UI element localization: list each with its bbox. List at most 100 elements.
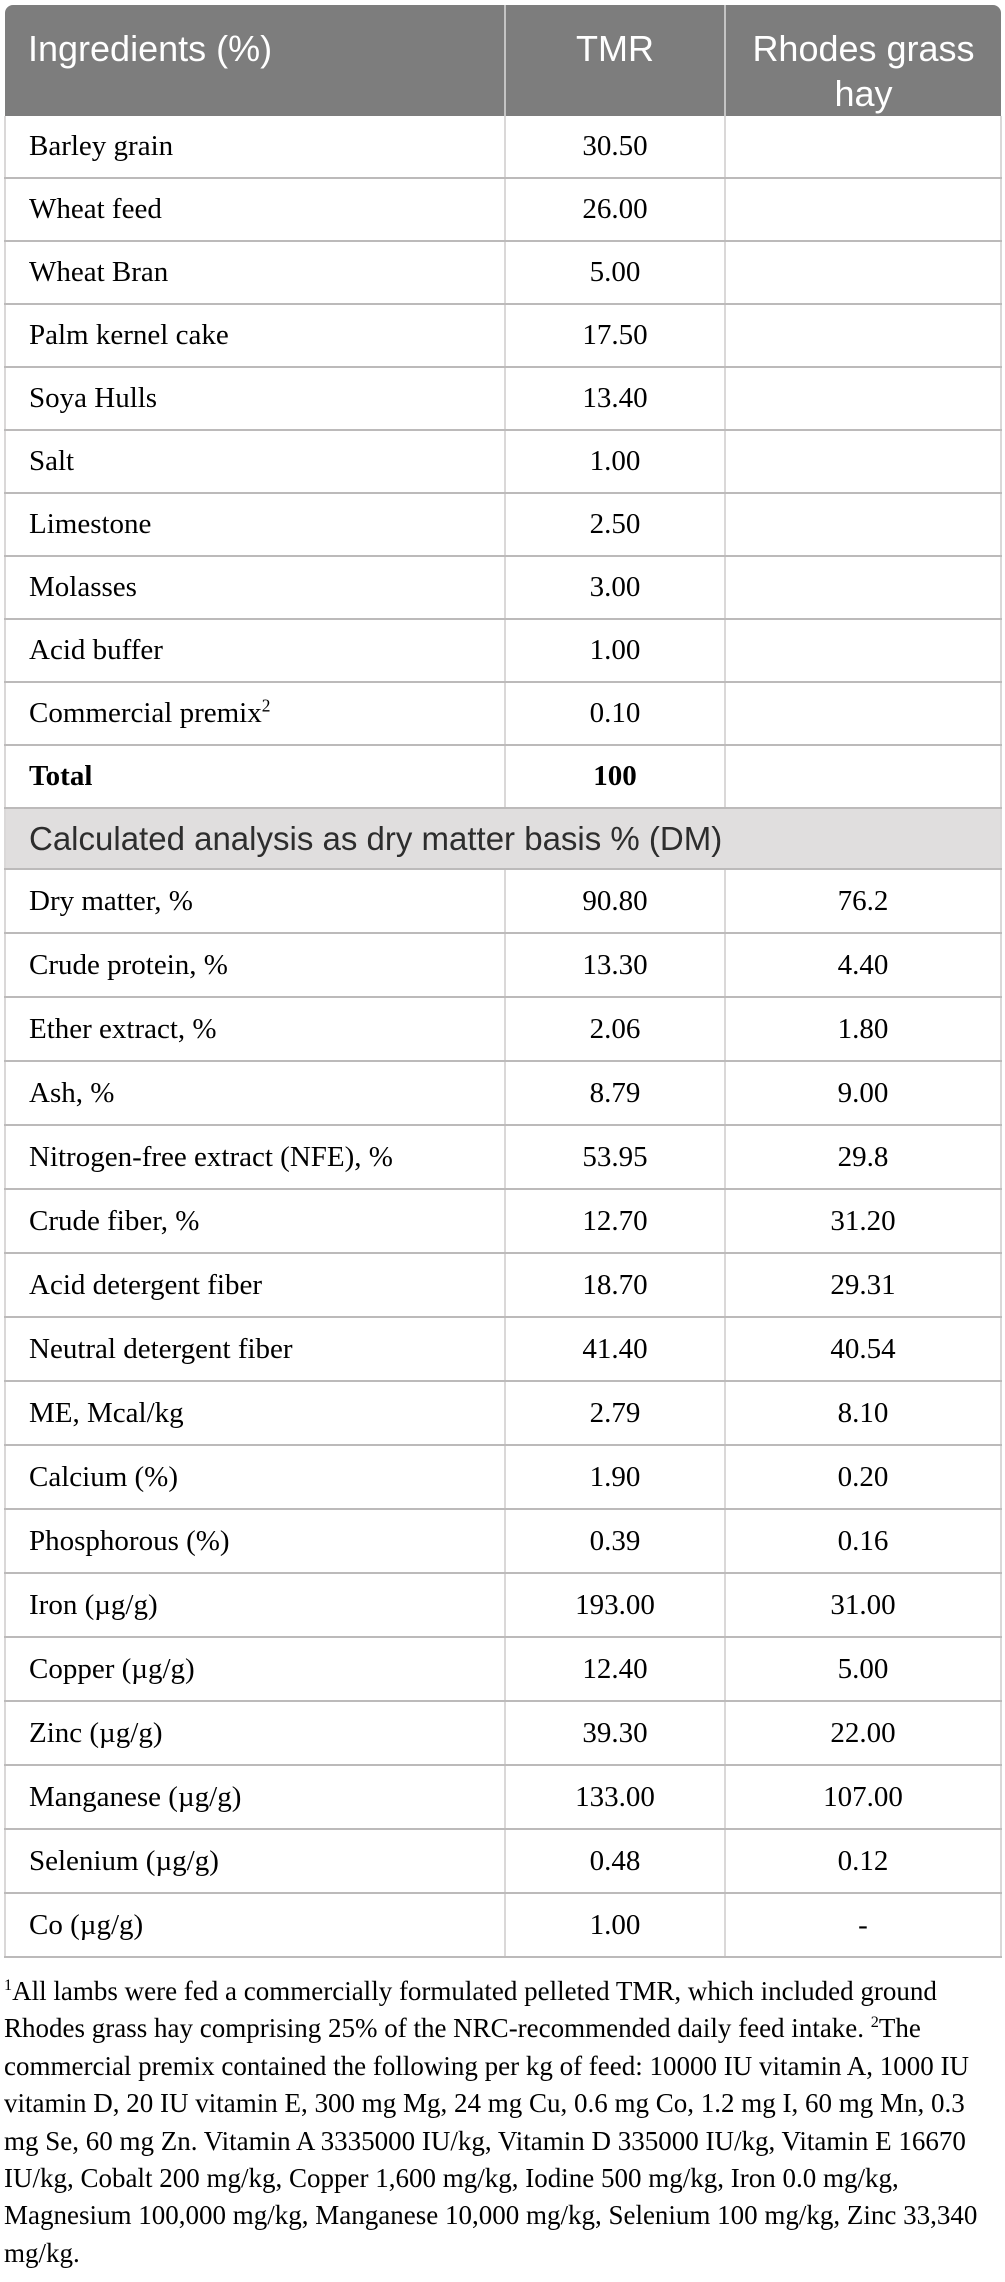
rhodes-grass-hay-value: 31.00	[724, 1573, 1002, 1638]
rhodes-grass-hay-value	[724, 493, 1002, 557]
row-label: Dry matter, %	[4, 869, 505, 934]
tmr-value: 13.30	[504, 933, 725, 998]
rhodes-grass-hay-value: 1.80	[724, 997, 1002, 1062]
rhodes-grass-hay-value: 29.8	[724, 1125, 1002, 1190]
table-row: Iron (µg/g) 193.00 31.00	[4, 1573, 1002, 1638]
table-row: Molasses 3.00	[4, 556, 1002, 620]
tmr-value: 5.00	[504, 241, 725, 305]
table-row: Manganese (µg/g) 133.00 107.00	[4, 1765, 1002, 1830]
header-ingredients: Ingredients (%)	[5, 5, 505, 116]
header-row: Ingredients (%) TMR Rhodes grass hay	[5, 5, 1001, 116]
row-label: Co (µg/g)	[4, 1893, 505, 1958]
rhodes-grass-hay-value: 31.20	[724, 1189, 1002, 1254]
row-label: Palm kernel cake	[4, 304, 505, 368]
analysis-rows: Dry matter, % 90.80 76.2 Crude protein, % 13…	[4, 869, 1002, 1958]
rhodes-grass-hay-value	[724, 430, 1002, 494]
tmr-value: 193.00	[504, 1573, 725, 1638]
section-title: Calculated analysis as dry matter basis …	[4, 808, 1002, 870]
row-label: Copper (µg/g)	[4, 1637, 505, 1702]
table-row: Co (µg/g) 1.00-	[4, 1893, 1002, 1958]
row-label: Limestone	[4, 493, 505, 557]
row-label: Manganese (µg/g)	[4, 1765, 505, 1830]
row-label: Commercial premix2	[4, 682, 505, 746]
footnote-superscript-1: 1	[4, 1976, 13, 1994]
rhodes-grass-hay-value: 9.00	[724, 1061, 1002, 1126]
section-row: Calculated analysis as dry matter basis …	[4, 808, 1002, 870]
row-label: Selenium (µg/g)	[4, 1829, 505, 1894]
tmr-value: 3.00	[504, 556, 725, 620]
table-row: Crude fiber, % 12.70 31.20	[4, 1189, 1002, 1254]
table-row: Commercial premix2 0.10	[4, 682, 1002, 746]
table-row: Ash, % 8.79 9.00	[4, 1061, 1002, 1126]
tmr-value: 8.79	[504, 1061, 725, 1126]
rhodes-grass-hay-value: 4.40	[724, 933, 1002, 998]
row-label: Phosphorous (%)	[4, 1509, 505, 1574]
tmr-value: 12.40	[504, 1637, 725, 1702]
row-label: ME, Mcal/kg	[4, 1381, 505, 1446]
table-row: Dry matter, % 90.80 76.2	[4, 869, 1002, 934]
tmr-value: 12.70	[504, 1189, 725, 1254]
table-row: Copper (µg/g) 12.40 5.00	[4, 1637, 1002, 1702]
rhodes-grass-hay-value	[724, 304, 1002, 368]
tmr-value: 41.40	[504, 1317, 725, 1382]
row-label: Neutral detergent fiber	[4, 1317, 505, 1382]
tmr-value: 90.80	[504, 869, 725, 934]
table-row: Nitrogen-free extract (NFE), % 53.95 29.8	[4, 1125, 1002, 1190]
rhodes-grass-hay-value: -	[724, 1893, 1002, 1958]
tmr-value: 0.10	[504, 682, 725, 746]
row-label: Soya Hulls	[4, 367, 505, 431]
row-label: Salt	[4, 430, 505, 494]
rhodes-grass-hay-value	[724, 745, 1002, 809]
row-label: Crude protein, %	[4, 933, 505, 998]
row-label: Ether extract, %	[4, 997, 505, 1062]
table-row: Ether extract, % 2.06 1.80	[4, 997, 1002, 1062]
table-row: Limestone 2.50	[4, 493, 1002, 557]
tmr-value: 17.50	[504, 304, 725, 368]
table-row: Salt 1.00	[4, 430, 1002, 494]
tmr-value: 2.06	[504, 997, 725, 1062]
row-label: Ash, %	[4, 1061, 505, 1126]
tmr-value: 18.70	[504, 1253, 725, 1318]
rhodes-grass-hay-value	[724, 619, 1002, 683]
row-label: Iron (µg/g)	[4, 1573, 505, 1638]
tmr-value: 13.40	[504, 367, 725, 431]
table-row: Total 100	[4, 745, 1002, 809]
row-label: Nitrogen-free extract (NFE), %	[4, 1125, 505, 1190]
section-band: Calculated analysis as dry matter basis …	[4, 808, 1002, 870]
tmr-value: 133.00	[504, 1765, 725, 1830]
row-label: Molasses	[4, 556, 505, 620]
row-label: Wheat feed	[4, 178, 505, 242]
tmr-value: 39.30	[504, 1701, 725, 1766]
table-row: Neutral detergent fiber 41.40 40.54	[4, 1317, 1002, 1382]
table-row: Wheat Bran 5.00	[4, 241, 1002, 305]
tmr-value: 1.00	[504, 430, 725, 494]
feed-composition-table: Ingredients (%) TMR Rhodes grass hay Bar…	[4, 5, 1002, 1958]
table-row: Selenium (µg/g) 0.48 0.12	[4, 1829, 1002, 1894]
tmr-value: 2.50	[504, 493, 725, 557]
row-label: Total	[4, 745, 505, 809]
table-footnote: 1All lambs were fed a commercially formu…	[4, 1973, 1004, 2272]
table-row: Barley grain 30.50	[4, 116, 1002, 179]
table-row: Calcium (%) 1.90 0.20	[4, 1445, 1002, 1510]
table-row: Acid detergent fiber 18.70 29.31	[4, 1253, 1002, 1318]
rhodes-grass-hay-value: 0.16	[724, 1509, 1002, 1574]
rhodes-grass-hay-value: 107.00	[724, 1765, 1002, 1830]
footnote-text-2: The commercial premix contained the foll…	[4, 2013, 978, 2268]
rhodes-grass-hay-value	[724, 367, 1002, 431]
row-label: Zinc (µg/g)	[4, 1701, 505, 1766]
row-label: Barley grain	[4, 116, 505, 179]
rhodes-grass-hay-value: 22.00	[724, 1701, 1002, 1766]
rhodes-grass-hay-value	[724, 556, 1002, 620]
tmr-value: 100	[504, 745, 725, 809]
rhodes-grass-hay-value: 76.2	[724, 869, 1002, 934]
row-label: Acid detergent fiber	[4, 1253, 505, 1318]
row-label: Wheat Bran	[4, 241, 505, 305]
table-row: Wheat feed 26.00	[4, 178, 1002, 242]
row-label: Crude fiber, %	[4, 1189, 505, 1254]
tmr-value: 2.79	[504, 1381, 725, 1446]
rhodes-grass-hay-value: 40.54	[724, 1317, 1002, 1382]
rhodes-grass-hay-value	[724, 178, 1002, 242]
rhodes-grass-hay-value	[724, 682, 1002, 746]
rhodes-grass-hay-value: 8.10	[724, 1381, 1002, 1446]
rhodes-grass-hay-value: 0.12	[724, 1829, 1002, 1894]
